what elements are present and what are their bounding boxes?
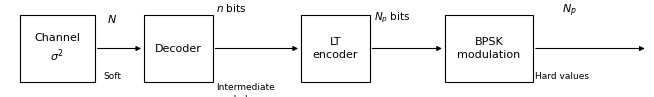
FancyBboxPatch shape bbox=[20, 15, 95, 82]
FancyBboxPatch shape bbox=[445, 15, 533, 82]
Text: BPSK
modulation: BPSK modulation bbox=[457, 37, 521, 60]
FancyBboxPatch shape bbox=[144, 15, 213, 82]
Text: Hard values: Hard values bbox=[535, 72, 589, 81]
Text: Intermediate: Intermediate bbox=[216, 83, 275, 92]
Text: $N_p$: $N_p$ bbox=[562, 3, 576, 19]
FancyBboxPatch shape bbox=[301, 15, 370, 82]
Text: symbols: symbols bbox=[216, 95, 253, 97]
Text: $N$: $N$ bbox=[107, 13, 118, 25]
Text: $n$ bits: $n$ bits bbox=[216, 2, 246, 14]
Text: LT
encoder: LT encoder bbox=[313, 37, 358, 60]
Text: Decoder: Decoder bbox=[155, 43, 201, 54]
Text: Soft: Soft bbox=[103, 72, 122, 81]
Text: $N_p$ bits: $N_p$ bits bbox=[374, 11, 411, 25]
Text: Channel
$\sigma^2$: Channel $\sigma^2$ bbox=[34, 33, 80, 64]
